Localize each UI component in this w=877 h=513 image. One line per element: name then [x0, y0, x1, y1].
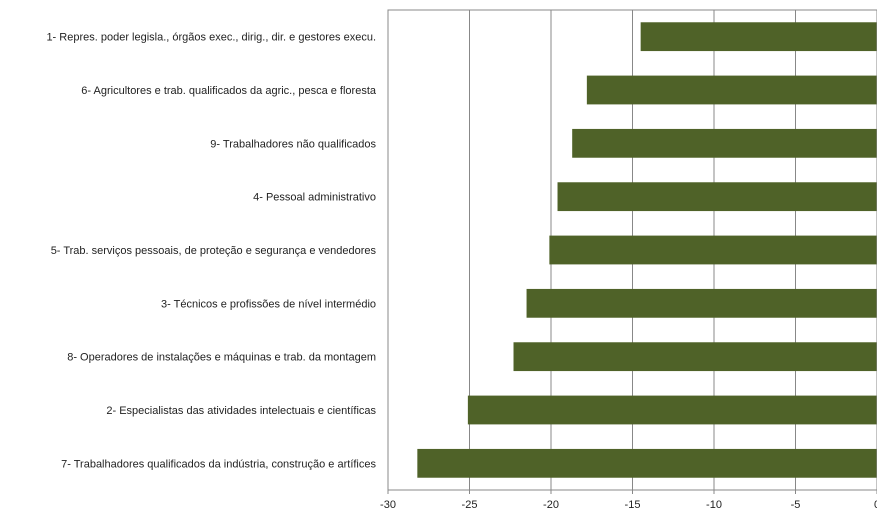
bar — [549, 235, 877, 265]
category-label: 4- Pessoal administrativo — [253, 192, 376, 204]
x-tick-label: -30 — [380, 499, 396, 511]
x-tick-label: 0 — [874, 499, 877, 511]
x-tick-label: -5 — [791, 499, 801, 511]
x-tick-label: -25 — [462, 499, 478, 511]
bar — [467, 395, 877, 425]
category-label: 3- Técnicos e profissões de nível interm… — [161, 298, 376, 310]
bar — [417, 448, 877, 478]
bar — [640, 22, 877, 52]
x-axis-ticks: -30 -25 -20 -15 -10 -5 0 — [380, 490, 877, 511]
bars — [417, 22, 877, 478]
bar — [586, 75, 877, 105]
category-label: 1- Repres. poder legisla., órgãos exec.,… — [46, 32, 376, 44]
bar — [572, 128, 877, 158]
category-label: 7- Trabalhadores qualificados da indústr… — [61, 458, 376, 470]
category-label: 5- Trab. serviços pessoais, de proteção … — [51, 245, 377, 257]
category-label: 8- Operadores de instalações e máquinas … — [67, 352, 376, 364]
category-label: 2- Especialistas das atividades intelect… — [106, 405, 376, 417]
category-labels: 1- Repres. poder legisla., órgãos exec.,… — [46, 32, 376, 471]
category-label: 9- Trabalhadores não qualificados — [210, 138, 376, 150]
bar — [513, 342, 877, 372]
x-tick-label: -10 — [706, 499, 722, 511]
plot-area-frame — [387, 9, 877, 491]
category-label: 6- Agricultores e trab. qualificados da … — [81, 85, 377, 97]
bar — [526, 288, 877, 318]
x-tick-label: -20 — [543, 499, 559, 511]
bar — [557, 182, 877, 212]
x-tick-label: -15 — [625, 499, 641, 511]
